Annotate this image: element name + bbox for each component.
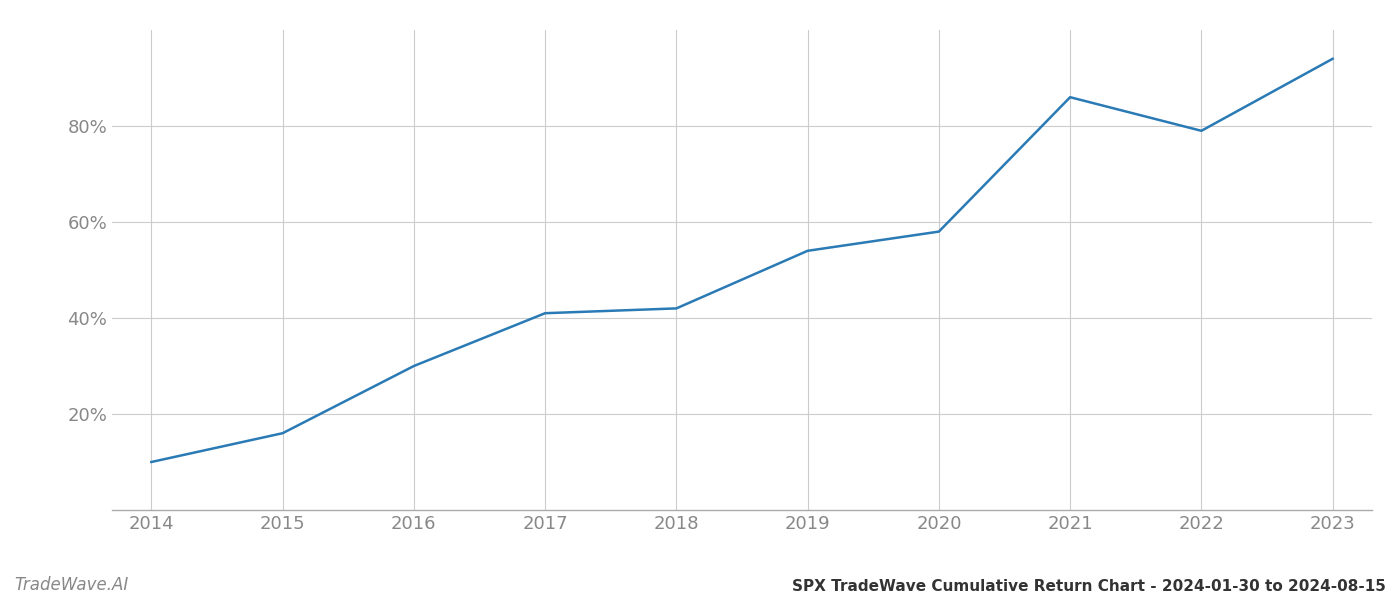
Text: TradeWave.AI: TradeWave.AI xyxy=(14,576,129,594)
Text: SPX TradeWave Cumulative Return Chart - 2024-01-30 to 2024-08-15: SPX TradeWave Cumulative Return Chart - … xyxy=(792,579,1386,594)
